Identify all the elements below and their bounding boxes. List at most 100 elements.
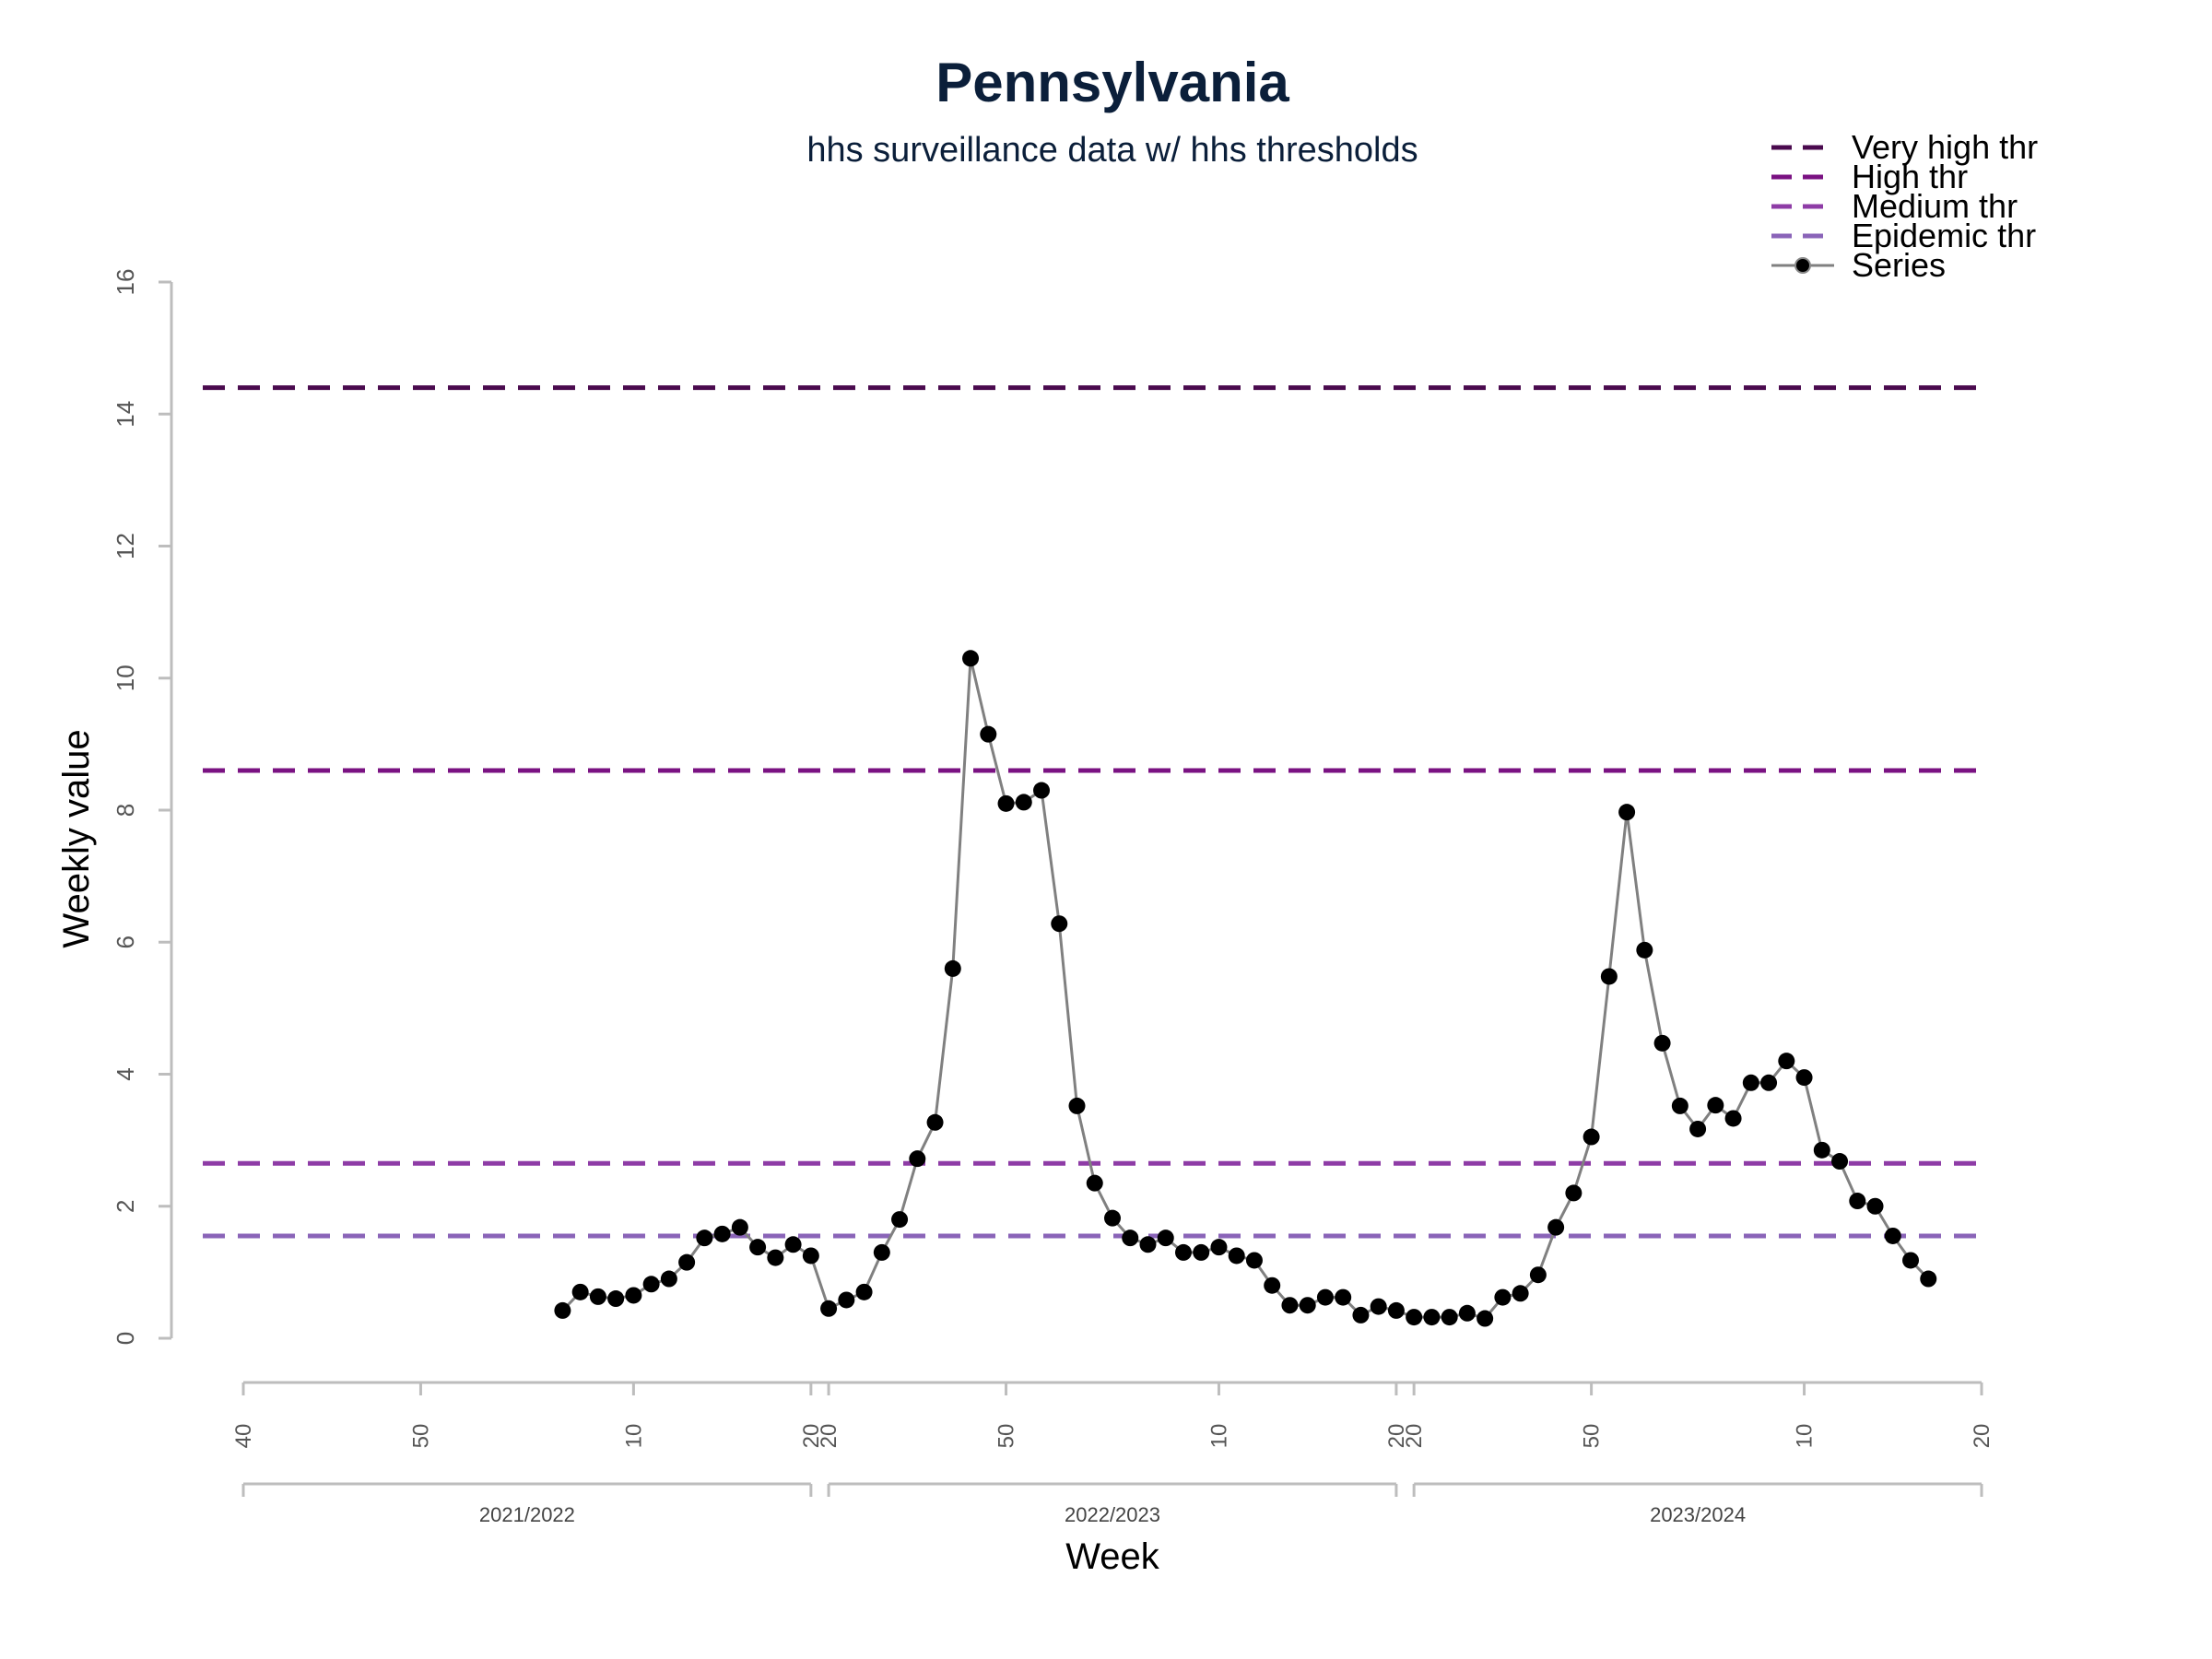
data-point — [642, 1276, 660, 1293]
season-label: 2022/2023 — [1065, 1503, 1160, 1526]
data-point — [607, 1290, 625, 1308]
legend-marker — [1794, 257, 1811, 274]
x-tick-label: 20 — [1402, 1424, 1427, 1449]
series-line — [561, 657, 1930, 1321]
data-point — [1866, 1197, 1884, 1215]
data-point — [1352, 1306, 1370, 1324]
y-tick-label: 12 — [112, 533, 139, 559]
x-tick-label: 10 — [621, 1424, 646, 1449]
data-point — [1636, 941, 1653, 959]
data-point — [1813, 1141, 1830, 1159]
chart-title: Pennsylvania — [935, 52, 1289, 113]
season-label: 2023/2024 — [1650, 1503, 1746, 1526]
data-point — [1653, 1034, 1671, 1052]
x-tick-label: 50 — [408, 1424, 433, 1449]
data-point — [1281, 1297, 1299, 1314]
data-point — [1210, 1239, 1228, 1256]
data-point — [1458, 1304, 1476, 1322]
data-point — [891, 1211, 909, 1229]
data-point — [980, 725, 997, 743]
season-label: 2021/2022 — [479, 1503, 575, 1526]
data-point — [855, 1283, 873, 1300]
legend-label: Medium thr — [1852, 187, 2018, 225]
data-point — [1139, 1236, 1157, 1253]
data-point — [1406, 1309, 1423, 1326]
data-point — [909, 1150, 926, 1168]
data-point — [678, 1253, 696, 1271]
y-tick-label: 14 — [112, 401, 139, 428]
x-tick-label: 50 — [994, 1424, 1019, 1449]
data-point — [1512, 1285, 1529, 1302]
data-point — [1671, 1097, 1688, 1114]
data-point — [1583, 1128, 1600, 1146]
data-point — [696, 1230, 713, 1247]
data-point — [1335, 1288, 1352, 1306]
data-point — [1760, 1074, 1778, 1091]
data-point — [1174, 1243, 1192, 1261]
data-point — [926, 1113, 944, 1131]
data-point — [1884, 1227, 1901, 1244]
x-tick-label: 20 — [1384, 1424, 1409, 1449]
legend-label: Epidemic thr — [1852, 217, 2036, 254]
data-point — [1778, 1053, 1795, 1070]
data-point — [1724, 1110, 1742, 1127]
x-tick-label: 20 — [799, 1424, 824, 1449]
data-point — [1565, 1184, 1583, 1202]
data-point — [1228, 1247, 1245, 1265]
data-point — [784, 1236, 802, 1253]
data-point — [997, 794, 1015, 812]
data-point — [1689, 1120, 1707, 1137]
x-tick-label: 10 — [1793, 1424, 1818, 1449]
data-point — [873, 1243, 890, 1261]
data-point — [1902, 1252, 1920, 1269]
data-point — [944, 959, 961, 977]
y-tick-label: 10 — [112, 665, 139, 691]
y-tick-label: 16 — [112, 269, 139, 296]
data-point — [820, 1300, 838, 1317]
x-tick-label: 40 — [231, 1424, 256, 1449]
chart-subtitle: hhs surveillance data w/ hhs thresholds — [806, 131, 1418, 170]
data-point — [1387, 1301, 1405, 1319]
data-point — [571, 1283, 589, 1300]
data-point — [1051, 915, 1068, 933]
data-point — [1370, 1298, 1387, 1315]
data-point — [1547, 1218, 1565, 1236]
data-point — [1795, 1069, 1813, 1087]
data-point — [1707, 1097, 1724, 1114]
data-point — [767, 1249, 784, 1266]
data-point — [589, 1288, 606, 1305]
data-point — [1742, 1074, 1759, 1091]
y-tick-label: 2 — [112, 1200, 139, 1213]
data-point — [713, 1225, 731, 1242]
data-point — [1104, 1209, 1121, 1227]
x-tick-label: 20 — [1970, 1424, 1994, 1449]
data-point — [1600, 968, 1618, 985]
data-point — [1015, 794, 1032, 811]
x-tick-label: 50 — [1580, 1424, 1605, 1449]
data-point — [962, 650, 980, 667]
x-tick-label: 20 — [817, 1424, 841, 1449]
data-point — [1477, 1310, 1494, 1327]
data-point — [838, 1291, 855, 1309]
x-tick-label: 10 — [1206, 1424, 1231, 1449]
data-point — [1920, 1270, 1937, 1288]
data-point — [1529, 1266, 1547, 1284]
legend-label: High thr — [1852, 158, 1968, 195]
y-axis-label: Weekly value — [56, 729, 97, 947]
data-point — [625, 1287, 642, 1304]
data-point — [1264, 1277, 1281, 1294]
data-point — [1494, 1288, 1512, 1306]
y-tick-label: 6 — [112, 935, 139, 948]
y-tick-label: 0 — [112, 1332, 139, 1345]
y-tick-label: 8 — [112, 804, 139, 817]
data-point — [1423, 1309, 1441, 1326]
legend-label: Very high thr — [1852, 128, 2038, 166]
data-point — [554, 1301, 571, 1319]
data-point — [1122, 1230, 1139, 1247]
data-point — [1849, 1193, 1866, 1210]
data-point — [1193, 1243, 1210, 1261]
data-point — [1157, 1230, 1174, 1247]
